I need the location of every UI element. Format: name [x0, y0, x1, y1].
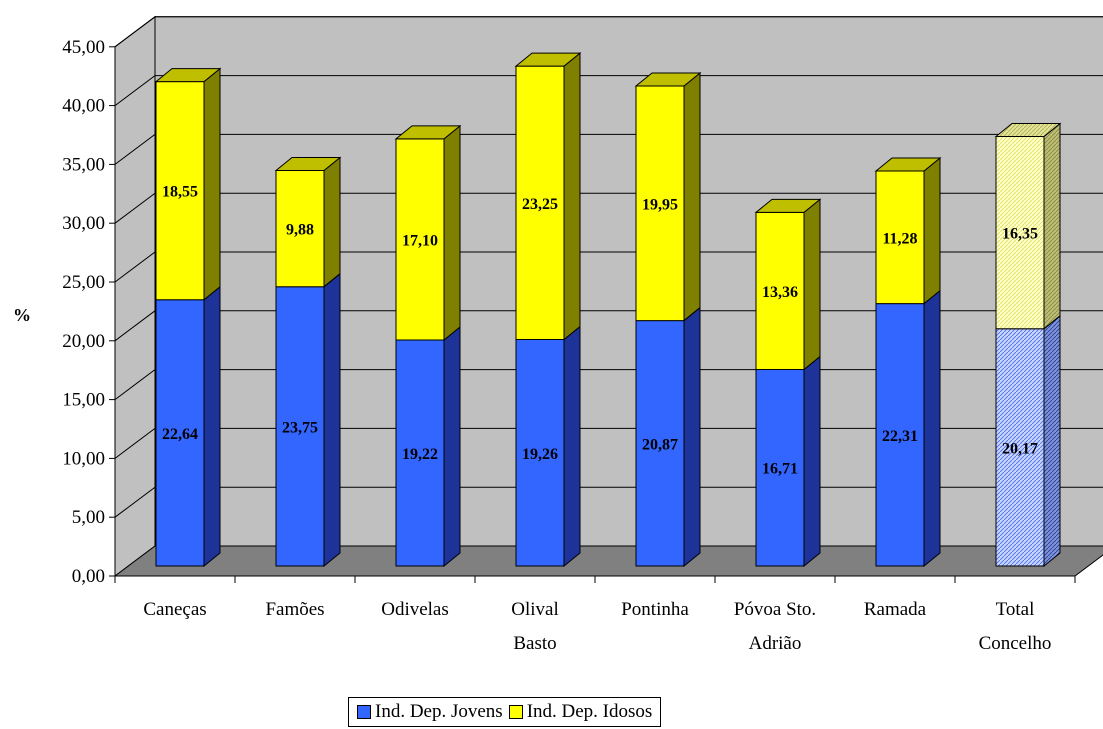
bar-idosos-side: [923, 156, 941, 305]
bar-idosos-side: [683, 71, 701, 322]
x-category-label: Ramada: [864, 599, 927, 620]
bar-idosos-side: [323, 156, 341, 288]
data-label-jovens: 22,31: [882, 428, 918, 445]
data-label-jovens: 16,71: [762, 461, 798, 478]
x-category-label: Póvoa Sto.: [734, 599, 816, 620]
x-category-label: Olival: [511, 599, 559, 620]
floor: [113, 545, 1103, 577]
gridline: [114, 16, 1103, 48]
bar-top: [154, 68, 222, 83]
bar-top: [874, 157, 942, 172]
bar-idosos-side: [443, 124, 461, 342]
y-tick-label: 30,00: [62, 213, 105, 234]
bar-top: [514, 52, 582, 67]
data-label-idosos: 17,10: [402, 232, 438, 249]
y-tick-label: 0,00: [72, 566, 105, 587]
data-label-jovens: 20,87: [642, 436, 678, 453]
bar-idosos-side: [1043, 122, 1061, 330]
data-label-jovens: 19,26: [522, 446, 558, 463]
y-tick-label: 45,00: [62, 37, 105, 58]
plot-wall: [113, 15, 1103, 577]
x-category-label: Caneças: [143, 599, 206, 620]
bar-idosos-side: [563, 52, 581, 341]
legend-label-jovens: Ind. Dep. Jovens: [375, 701, 503, 722]
bar-jovens-side: [1043, 314, 1061, 568]
bar-jovens-side: [803, 355, 821, 568]
bar-top: [394, 125, 462, 140]
data-label-jovens: 23,75: [282, 419, 318, 436]
bar-top: [274, 157, 342, 172]
y-tick-label: 5,00: [72, 507, 105, 528]
gridline: [114, 133, 1103, 165]
data-label-idosos: 16,35: [1002, 226, 1038, 243]
data-label-idosos: 18,55: [162, 184, 198, 201]
bars: [154, 52, 1062, 568]
data-label-idosos: 23,25: [522, 196, 558, 213]
x-category-label: Concelho: [979, 633, 1052, 654]
x-category-label: Odivelas: [381, 599, 449, 620]
bar-top: [754, 198, 822, 213]
data-label-idosos: 9,88: [286, 222, 314, 239]
y-tick-label: 40,00: [62, 96, 105, 117]
bar-jovens-side: [323, 272, 341, 568]
gridline: [114, 75, 1103, 106]
y-axis-label: %: [13, 305, 31, 325]
y-tick-label: 35,00: [62, 154, 105, 175]
data-label-idosos: 13,36: [762, 284, 798, 301]
x-category-label: Basto: [513, 633, 556, 654]
bar-jovens-side: [203, 285, 221, 568]
data-label-jovens: 20,17: [1002, 440, 1038, 457]
bar-idosos-side: [803, 198, 821, 371]
y-tick-label: 10,00: [62, 448, 105, 469]
data-label-jovens: 22,64: [162, 426, 198, 443]
gridline: [114, 192, 1103, 224]
x-category-label: Total: [996, 599, 1035, 620]
bar-top: [634, 72, 702, 87]
labels: 22,64 18,55 Caneças 23,75 9,88 Famões 19,22 17,…: [143, 184, 1051, 654]
data-label-jovens: 19,22: [402, 446, 438, 463]
data-label-idosos: 19,95: [642, 196, 678, 213]
bar-jovens-side: [443, 325, 461, 568]
axes: 0,00 5,00 10,00 15,00 20,00 25,00 30,00 35,00 40…: [62, 37, 1076, 587]
legend-item-idosos: Ind. Dep. Idosos: [508, 701, 653, 723]
legend: Ind. Dep. Jovens Ind. Dep. Idosos: [348, 697, 662, 727]
bar-top: [994, 123, 1062, 138]
y-tick-label: 20,00: [62, 331, 105, 352]
bar-jovens-side: [683, 306, 701, 568]
x-category-label: Famões: [265, 599, 324, 620]
bar-jovens-side: [923, 289, 941, 568]
x-category-label: Adrião: [749, 633, 802, 654]
legend-label-idosos: Ind. Dep. Idosos: [526, 701, 653, 722]
data-label-idosos: 11,28: [882, 230, 917, 247]
bar-jovens-side: [563, 325, 581, 568]
x-category-label: Pontinha: [621, 599, 689, 620]
legend-item-jovens: Ind. Dep. Jovens: [357, 701, 503, 723]
y-tick-label: 15,00: [62, 390, 105, 411]
bar-idosos-side: [203, 67, 221, 301]
legend-swatch-idosos: [508, 705, 523, 719]
legend-swatch-jovens: [357, 705, 371, 719]
y-tick-label: 25,00: [62, 272, 105, 293]
